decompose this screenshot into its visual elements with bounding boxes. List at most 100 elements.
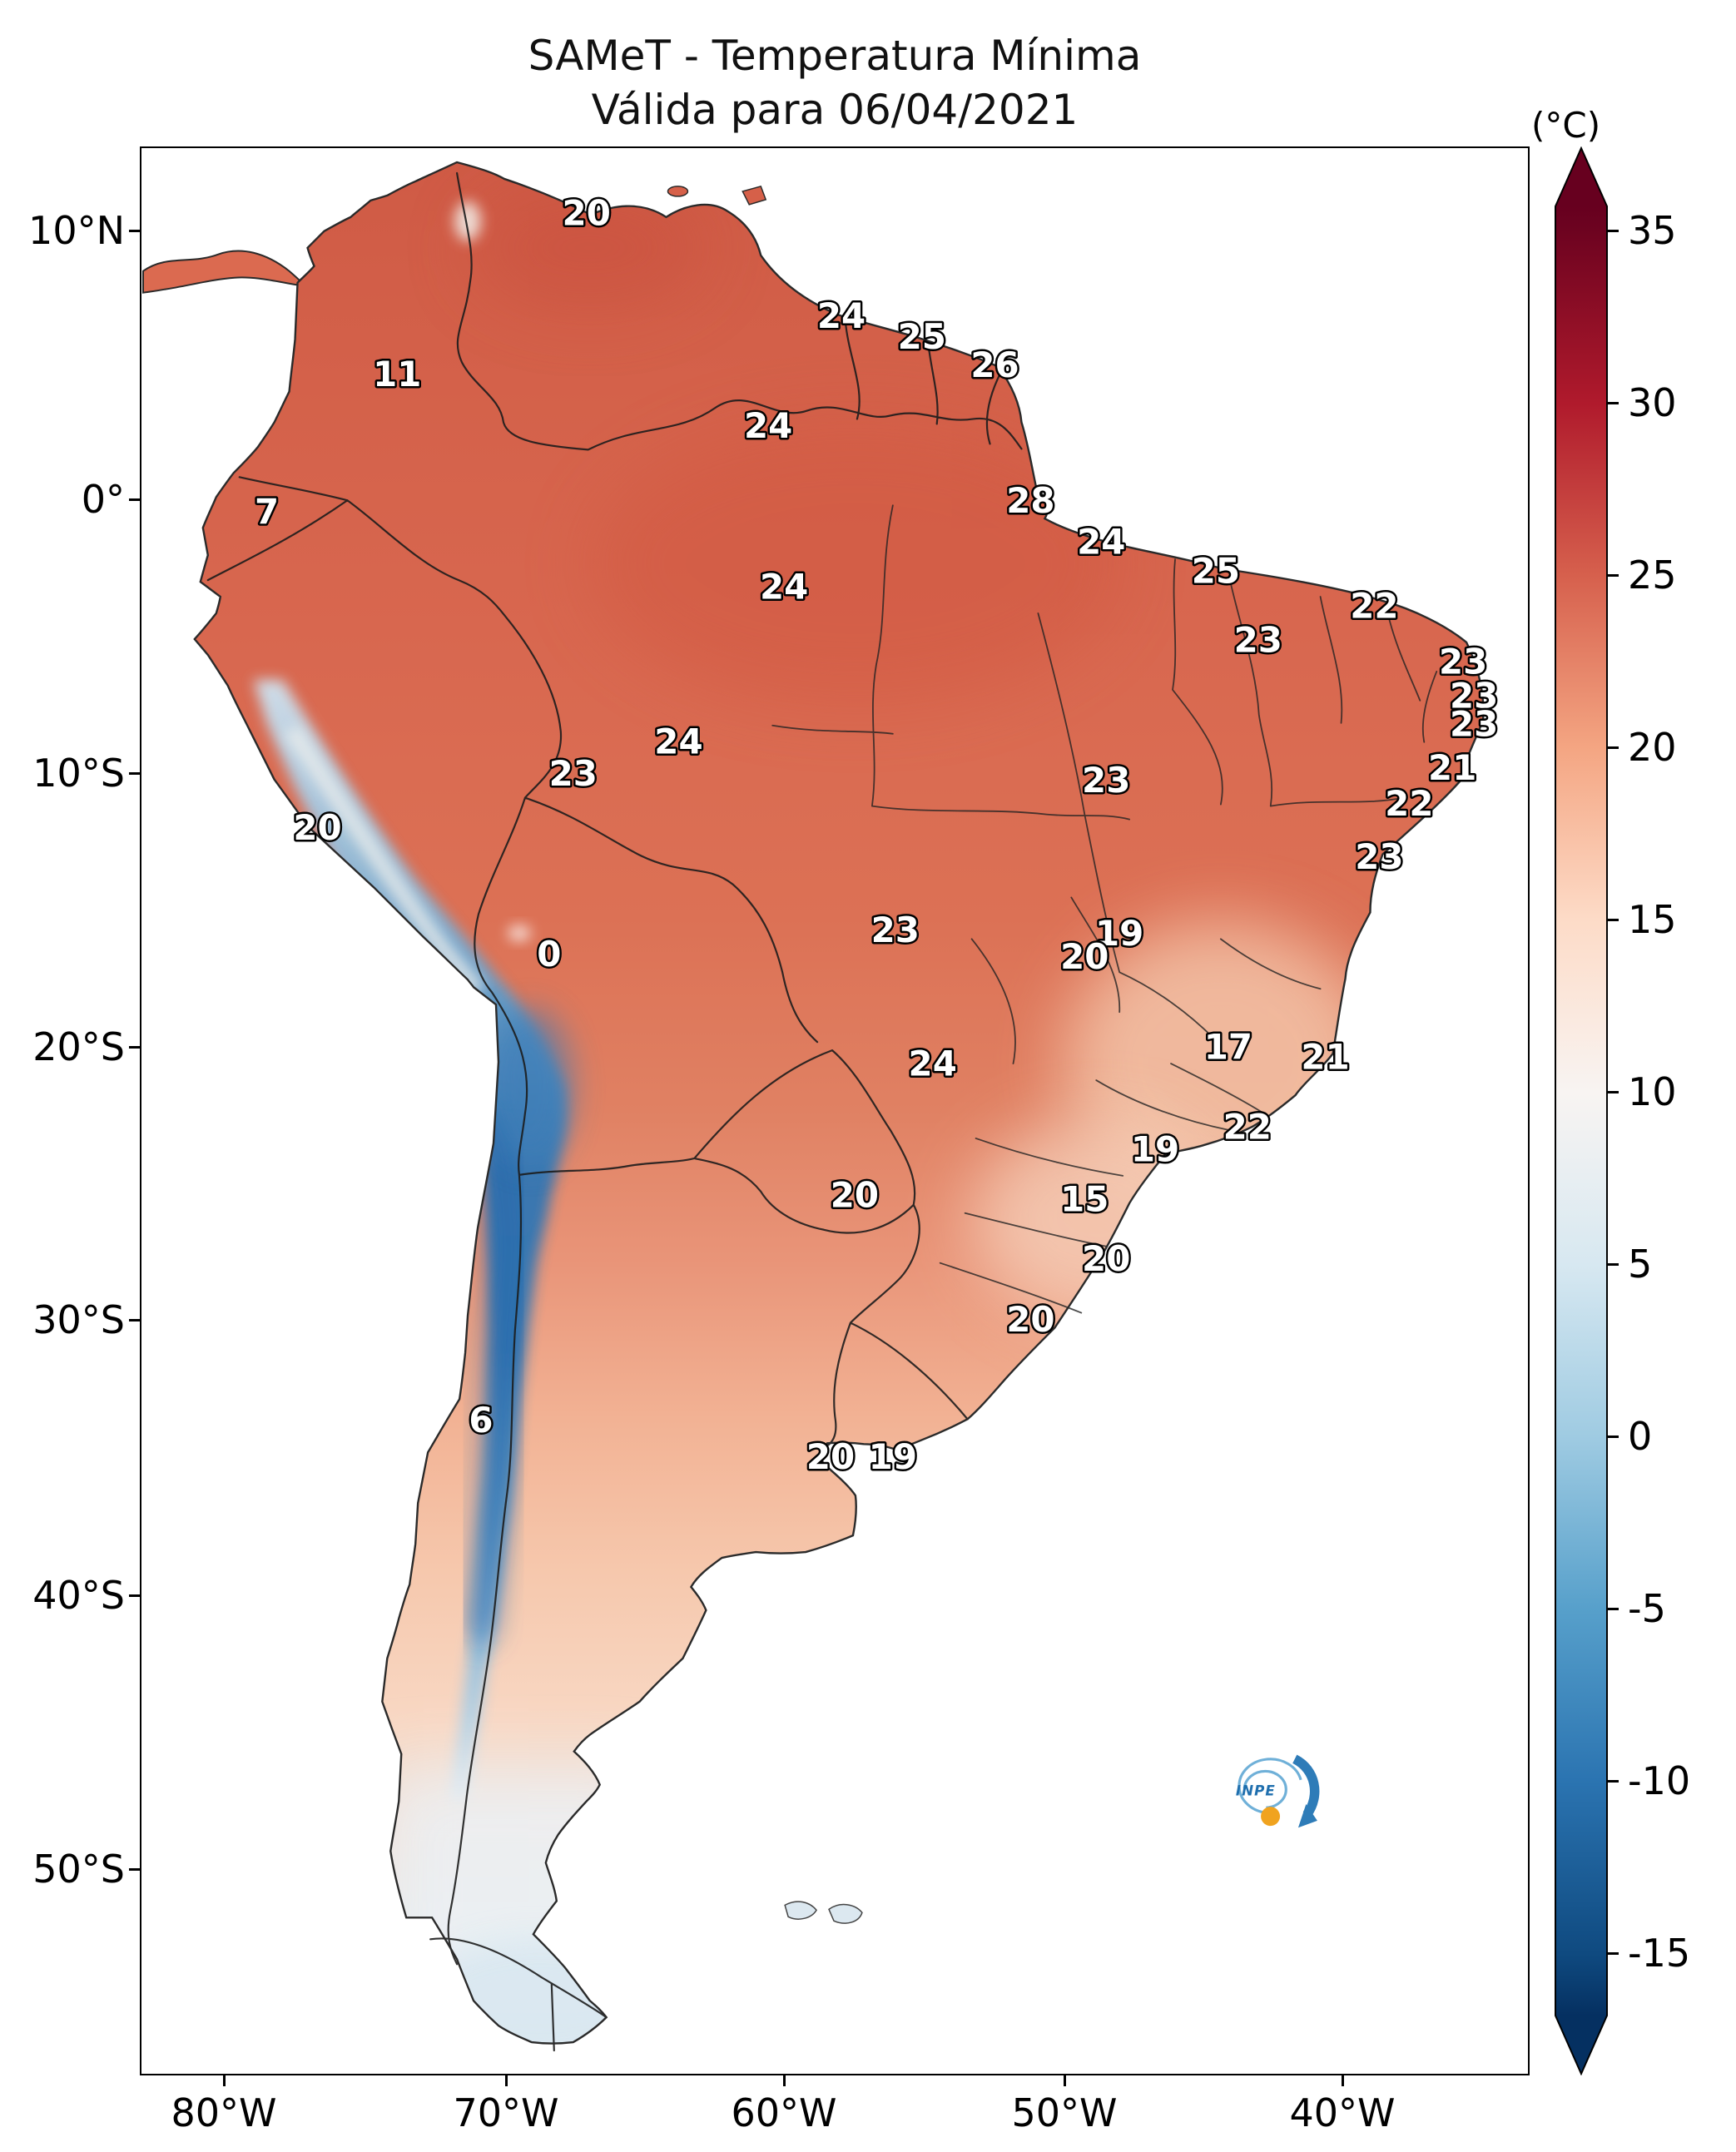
map-temp-label: 17 [1204,1027,1252,1068]
lat-tick-label: 30°S [32,1297,125,1342]
margarita-island [667,186,689,197]
colorbar-tickmark [1608,1779,1619,1783]
lat-tickmark [129,1045,140,1049]
lat-tickmark [129,1594,140,1597]
map-plot-area: 20 24 25 26 11 24 7 28 24 25 24 22 23 23 23 23 24 23 21 23 2… [140,146,1530,2075]
map-temp-label: 20 [1006,1299,1054,1340]
colorbar-tick-label: 30 [1628,380,1677,425]
colorbar-tick-label: 20 [1628,725,1677,770]
lon-tickmark [782,2075,786,2086]
colorbar-tick-label: 35 [1628,208,1677,253]
map-temp-label: 6 [469,1400,493,1440]
map-temp-label: 22 [1350,586,1398,627]
panama-landmass [141,250,306,294]
title-line-2: Válida para 06/04/2021 [591,86,1079,134]
colorbar-tickmark [1608,401,1619,404]
colorbar-arrow-bottom [1555,2016,1607,2074]
state-borders [771,504,1438,1314]
map-temp-label: 20 [1060,936,1109,977]
colorbar-tick-label: 25 [1628,553,1677,598]
lat-tick-label: 10°S [32,751,125,796]
colorbar-tickmark [1608,746,1619,749]
colorbar-tick-label: 15 [1628,897,1677,942]
colorbar-tick-label: 0 [1628,1414,1653,1459]
logo-swirl-outer [1238,1758,1302,1815]
colorbar-tickmark [1608,573,1619,577]
lon-tick-label: 50°W [1011,2090,1118,2135]
colorbar-tickmark [1608,229,1619,232]
lon-tick-label: 40°W [1289,2090,1396,2135]
map-temp-label: 20 [831,1174,879,1215]
map-temp-label: 0 [537,934,561,974]
colorbar-tickmark [1608,1262,1619,1266]
map-temp-label: 24 [744,405,792,446]
lon-tickmark [1341,2075,1344,2086]
map-temp-label: 24 [817,295,866,336]
map-temp-label: 23 [1355,836,1403,877]
map-temp-label: 23 [1234,619,1282,660]
falkland-islands [784,1901,863,1924]
colorbar-tick-label: 10 [1628,1069,1677,1114]
colorbar-tickmark [1608,1607,1619,1610]
colorbar-tick-label: 5 [1628,1242,1653,1287]
map-temp-label: 23 [1450,703,1498,744]
logo-arrow [1292,1754,1320,1817]
logo-arrowhead [1297,1804,1317,1828]
lon-tick-label: 70°W [453,2090,559,2135]
map-temp-label: 24 [654,721,702,761]
colorbar-tickmark [1608,918,1619,921]
map-temp-label: 25 [898,316,946,357]
map-temp-label: 24 [909,1044,957,1084]
map-temp-label: 23 [1439,641,1487,682]
colorbar-tick-label: -10 [1628,1758,1691,1803]
map-temp-label: 21 [1301,1037,1349,1078]
colorbar-tickmark [1608,1951,1619,1955]
colorbar-arrow-top [1555,148,1607,206]
map-temp-label: 19 [869,1436,917,1477]
colorbar-outline [1555,146,1608,2075]
map-temp-label: 25 [1192,551,1240,592]
colorbar-tick-label: -5 [1628,1586,1666,1631]
coastline [193,161,1485,2045]
lon-tickmark [504,2075,508,2086]
inpe-logo-graphic: INPE [1236,1754,1320,1828]
lat-tickmark [129,1867,140,1871]
colorbar-tickmark [1608,1090,1619,1093]
map-temp-label: 22 [1223,1106,1272,1147]
lon-tick-label: 60°W [731,2090,837,2135]
country-borders [206,171,1023,2052]
colorbar-tickmark [1608,1435,1619,1438]
lon-tick-label: 80°W [171,2090,277,2135]
map-temp-label: 24 [1077,522,1125,563]
map-temp-label: 24 [760,567,808,607]
lat-tickmark [129,229,140,232]
map-temp-label: 7 [255,492,279,533]
logo-orange-dot [1261,1807,1281,1827]
lat-tick-label: 50°S [32,1847,125,1892]
map-temp-label: 11 [373,354,421,394]
trinidad-island [742,186,767,206]
inpe-logo-text: INPE [1236,1783,1276,1799]
lon-tickmark [1063,2075,1066,2086]
lat-tickmark [129,1318,140,1321]
map-temp-label: 15 [1060,1178,1109,1219]
colorbar-tick-label: -15 [1628,1931,1691,1976]
map-temp-label: 22 [1385,783,1433,824]
colorbar-gradient [1555,206,1607,2016]
inpe-logo: INPE [1217,1743,1342,1843]
map-temp-label: 20 [293,807,341,848]
map-temp-label: 23 [871,910,920,950]
continent-fill [194,161,1484,2044]
map-temp-label: 21 [1428,747,1476,788]
lat-tick-label: 10°N [28,208,125,253]
map-temp-label: 19 [1095,913,1143,954]
colorbar [1555,146,1608,2075]
map-temp-label: 26 [970,345,1019,385]
map-temp-label: 20 [806,1436,855,1477]
lat-tick-label: 20°S [32,1024,125,1069]
lat-tick-label: 0° [81,477,125,522]
logo-swirl-inner [1242,1769,1287,1809]
